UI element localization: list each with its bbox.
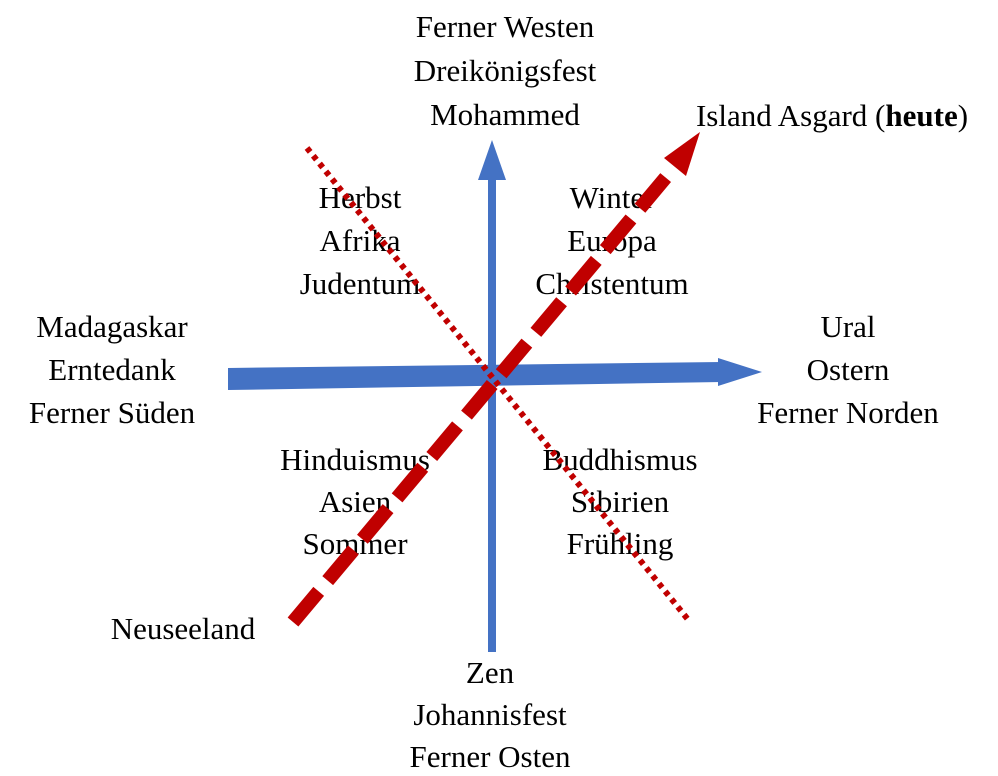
horizontal-axis: [228, 362, 722, 390]
label-top: Mohammed: [430, 97, 580, 132]
label-lower-right: Buddhismus: [542, 442, 697, 477]
label-lower-right: Sibirien: [571, 484, 670, 519]
label-left: Erntedank: [48, 352, 176, 387]
label-right: Ferner Norden: [757, 395, 939, 430]
dashed-arrowhead: [664, 132, 700, 176]
label-right: Ostern: [807, 352, 890, 387]
label-lower-left: Hinduismus: [280, 442, 430, 477]
label-top: Dreikönigsfest: [414, 53, 597, 88]
label-bottom: Zen: [466, 655, 515, 690]
label-bottom: Johannisfest: [413, 697, 567, 732]
label-top: Ferner Westen: [416, 9, 595, 44]
label-upper-right: Christentum: [535, 266, 688, 301]
dotted-diagonal: [304, 146, 693, 624]
label-bottom-left: Neuseeland: [111, 611, 256, 646]
label-upper-left: Judentum: [300, 266, 421, 301]
horizontal-arrowhead: [718, 358, 762, 386]
dashed-diagonal: [287, 165, 678, 627]
label-left: Madagaskar: [36, 309, 188, 344]
island-label: Island Asgard (heute): [696, 98, 968, 133]
label-left: Ferner Süden: [29, 395, 196, 430]
island-bold: heute: [885, 98, 957, 133]
label-right: Ural: [820, 309, 875, 344]
label-bottom: Ferner Osten: [410, 739, 571, 774]
island-prefix: Island Asgard (: [696, 98, 885, 133]
label-lower-right: Frühling: [567, 526, 674, 561]
island-suffix: ): [958, 98, 968, 133]
label-upper-left: Afrika: [320, 223, 401, 258]
vertical-arrowhead: [478, 140, 506, 180]
